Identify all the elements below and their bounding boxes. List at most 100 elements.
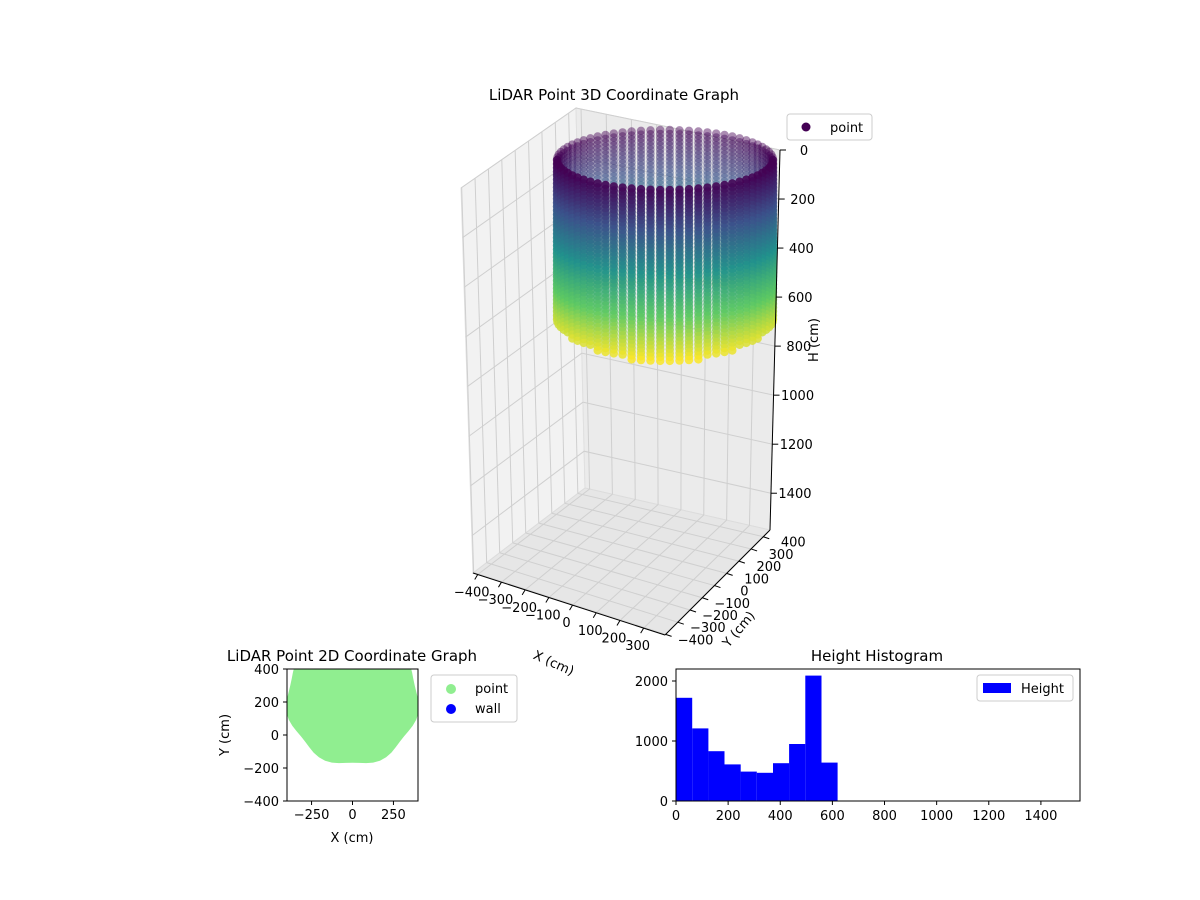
x-axis-label-2d: X (cm): [331, 831, 374, 846]
scatter-point-3d: [636, 134, 646, 143]
scatter-point-3d: [665, 168, 674, 177]
scatter-point-3d: [764, 147, 774, 157]
scatter-point-3d: [728, 346, 737, 355]
scatter-point-3d: [742, 139, 751, 149]
scatter-point-3d: [656, 145, 665, 154]
tick-x: [521, 589, 526, 596]
scatter-point-3d: [563, 146, 572, 156]
ticks-hist: 0 200 400 600 800 1000 1200 1400 0 1000 2000: [635, 675, 1058, 824]
scatter-point-3d: [563, 150, 572, 159]
scatter-point-3d: [742, 338, 751, 348]
scatter-point-3d: [748, 149, 757, 159]
scatter-point-3d: [728, 167, 737, 176]
tick-x: [616, 620, 621, 626]
scatter-point-3d: [728, 171, 737, 180]
scatter-point-3d: [758, 158, 767, 167]
tick-x: [545, 597, 550, 603]
grid-line-y: [499, 552, 691, 611]
scatter-point-3d: [675, 164, 684, 174]
chart-2d-title: LiDAR Point 2D Coordinate Graph: [227, 647, 477, 665]
scatter-point-3d: [703, 167, 712, 176]
x-axis-label-3d: X (cm): [531, 648, 576, 679]
scatter-point-3d: [609, 156, 618, 165]
scatter-point-3d: [646, 176, 655, 185]
scatter-point-3d: [586, 134, 595, 143]
scatter-point-3d: [665, 156, 674, 166]
tick-label-y-hist: 1000: [635, 735, 668, 750]
scatter-point-3d: [609, 172, 618, 181]
scatter-point-3d: [627, 177, 636, 187]
grid-line-z: [471, 450, 772, 537]
scatter-point-3d: [665, 137, 674, 146]
scatter-point-3d: [568, 140, 577, 149]
scatter-point-3d: [703, 128, 712, 137]
scatter-point-3d: [627, 162, 636, 171]
scatter-point-3d: [656, 164, 665, 174]
scatter-point-3d: [586, 340, 595, 349]
tick-label-y: 400: [781, 536, 806, 551]
scatter-point-3d: [627, 150, 636, 159]
scatter-point-3d: [601, 173, 610, 182]
scatter-point-3d: [559, 149, 569, 158]
legend-hist-label-height: Height: [1021, 682, 1064, 697]
scatter-point-3d: [573, 165, 582, 174]
scatter-point-3d: [758, 154, 767, 163]
scatter-point-3d: [675, 356, 684, 365]
scatter-point-3d: [618, 136, 627, 145]
grid-line-y-left: [501, 159, 514, 543]
scatter-point-3d: [665, 133, 674, 142]
scatter-point-3d: [694, 173, 703, 183]
scatter-point-3d: [646, 153, 655, 162]
scatter-point-3d: [593, 132, 602, 141]
scatter-point-3d: [636, 173, 646, 182]
scatter-point-3d: [675, 133, 684, 143]
scatter-point-3d: [712, 152, 721, 162]
scatter-point-3d: [601, 347, 610, 357]
scatter-point-3d: [753, 140, 762, 149]
scatter-point-3d: [618, 147, 627, 156]
grid-line-x: [501, 493, 613, 583]
scatter-point-3d: [609, 141, 618, 150]
scatter-point-3d: [618, 170, 627, 180]
scatter-point-3d: [618, 174, 627, 184]
z-axis-label-3d: H (cm): [807, 318, 822, 362]
legend-2d: point wall: [430, 674, 518, 723]
scatter-point-3d: [742, 151, 751, 160]
scatter-point-3d: [728, 136, 737, 145]
scatter-point-3d: [618, 350, 627, 359]
scatter-point-3d: [568, 159, 577, 169]
scatter-point-3d: [703, 174, 712, 184]
scatter-point-3d: [559, 153, 569, 162]
grid-line-x: [595, 514, 705, 614]
scatter-point-3d: [684, 138, 694, 147]
tick-label-z: 200: [790, 193, 815, 208]
scatter-point-3d: [609, 168, 618, 177]
legend-3d-marker: [801, 122, 811, 132]
scatter-point-3d: [742, 136, 751, 145]
scatter-point-3d: [684, 177, 694, 186]
scatter-point-3d: [694, 166, 703, 175]
histogram-bar: [692, 728, 709, 801]
scatter-point-3d: [720, 142, 729, 151]
scatter-point-3d: [703, 151, 712, 160]
scatter-point-3d: [601, 154, 610, 163]
tick-label-x-hist: 800: [872, 809, 897, 824]
scatter-point-3d: [579, 151, 588, 160]
scatter-point-3d: [636, 153, 646, 163]
scatter-point-3d: [618, 155, 627, 164]
scatter-point-3d: [675, 130, 684, 139]
tick-label-y: 300: [769, 548, 794, 563]
tick-label-x: −400: [454, 586, 490, 601]
scatter-point-3d: [618, 167, 627, 176]
histogram-bar: [724, 764, 741, 801]
legend-2d-label-point: point: [475, 682, 508, 697]
scatter-point-3d: [753, 144, 762, 153]
scatter-point-3d: [593, 140, 602, 149]
scatter-point-3d: [636, 177, 646, 186]
tick-label-z: 0: [800, 144, 808, 159]
scatter-point-3d: [703, 143, 712, 153]
scatter-point-3d: [627, 127, 636, 136]
tick-y: [738, 560, 746, 564]
scatter-point-3d: [712, 156, 721, 165]
scatter-point-3d: [753, 148, 762, 157]
